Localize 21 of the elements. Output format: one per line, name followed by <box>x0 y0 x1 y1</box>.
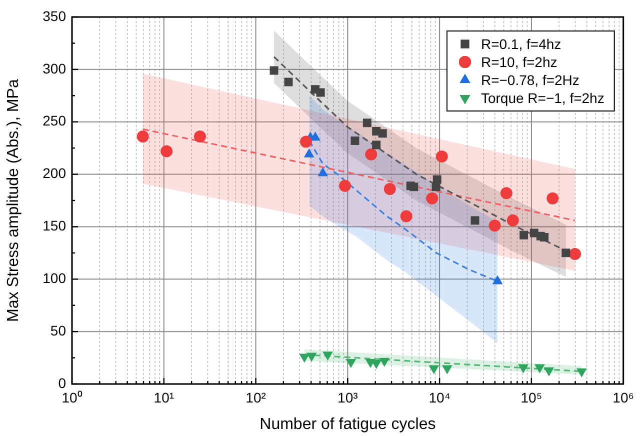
legend-label: Torque R=−1, f=2hz <box>480 90 604 106</box>
x-tick-label: 10² <box>246 389 266 406</box>
x-tick-label: 10¹ <box>154 389 174 406</box>
x-tick-label: 10⁶ <box>612 389 634 406</box>
x-tick-label: 10⁵ <box>520 389 542 406</box>
y-tick-label: 350 <box>42 8 66 24</box>
legend-label: R=10, f=2hz <box>480 54 558 70</box>
y-tick-label: 0 <box>58 374 66 391</box>
y-tick-label: 150 <box>42 218 66 234</box>
x-tick-label: 10⁴ <box>428 389 450 406</box>
y-tick-label: 200 <box>42 165 66 182</box>
x-tick-label: 10³ <box>338 389 358 406</box>
y-axis-title: Max Stress amplitude (Abs.), MPa <box>5 79 22 322</box>
y-tick-label: 100 <box>42 270 66 286</box>
legend-label: R=−0.78, f=2Hz <box>480 72 580 88</box>
y-tick-label: 50 <box>50 322 66 338</box>
y-tick-label: 250 <box>42 112 66 129</box>
y-tick-label: 300 <box>42 60 66 76</box>
x-tick-label: 10⁰ <box>62 389 82 406</box>
x-axis-title: Number of fatigue cycles <box>260 416 436 433</box>
legend-label: R=0.1, f=4hz <box>480 36 562 52</box>
